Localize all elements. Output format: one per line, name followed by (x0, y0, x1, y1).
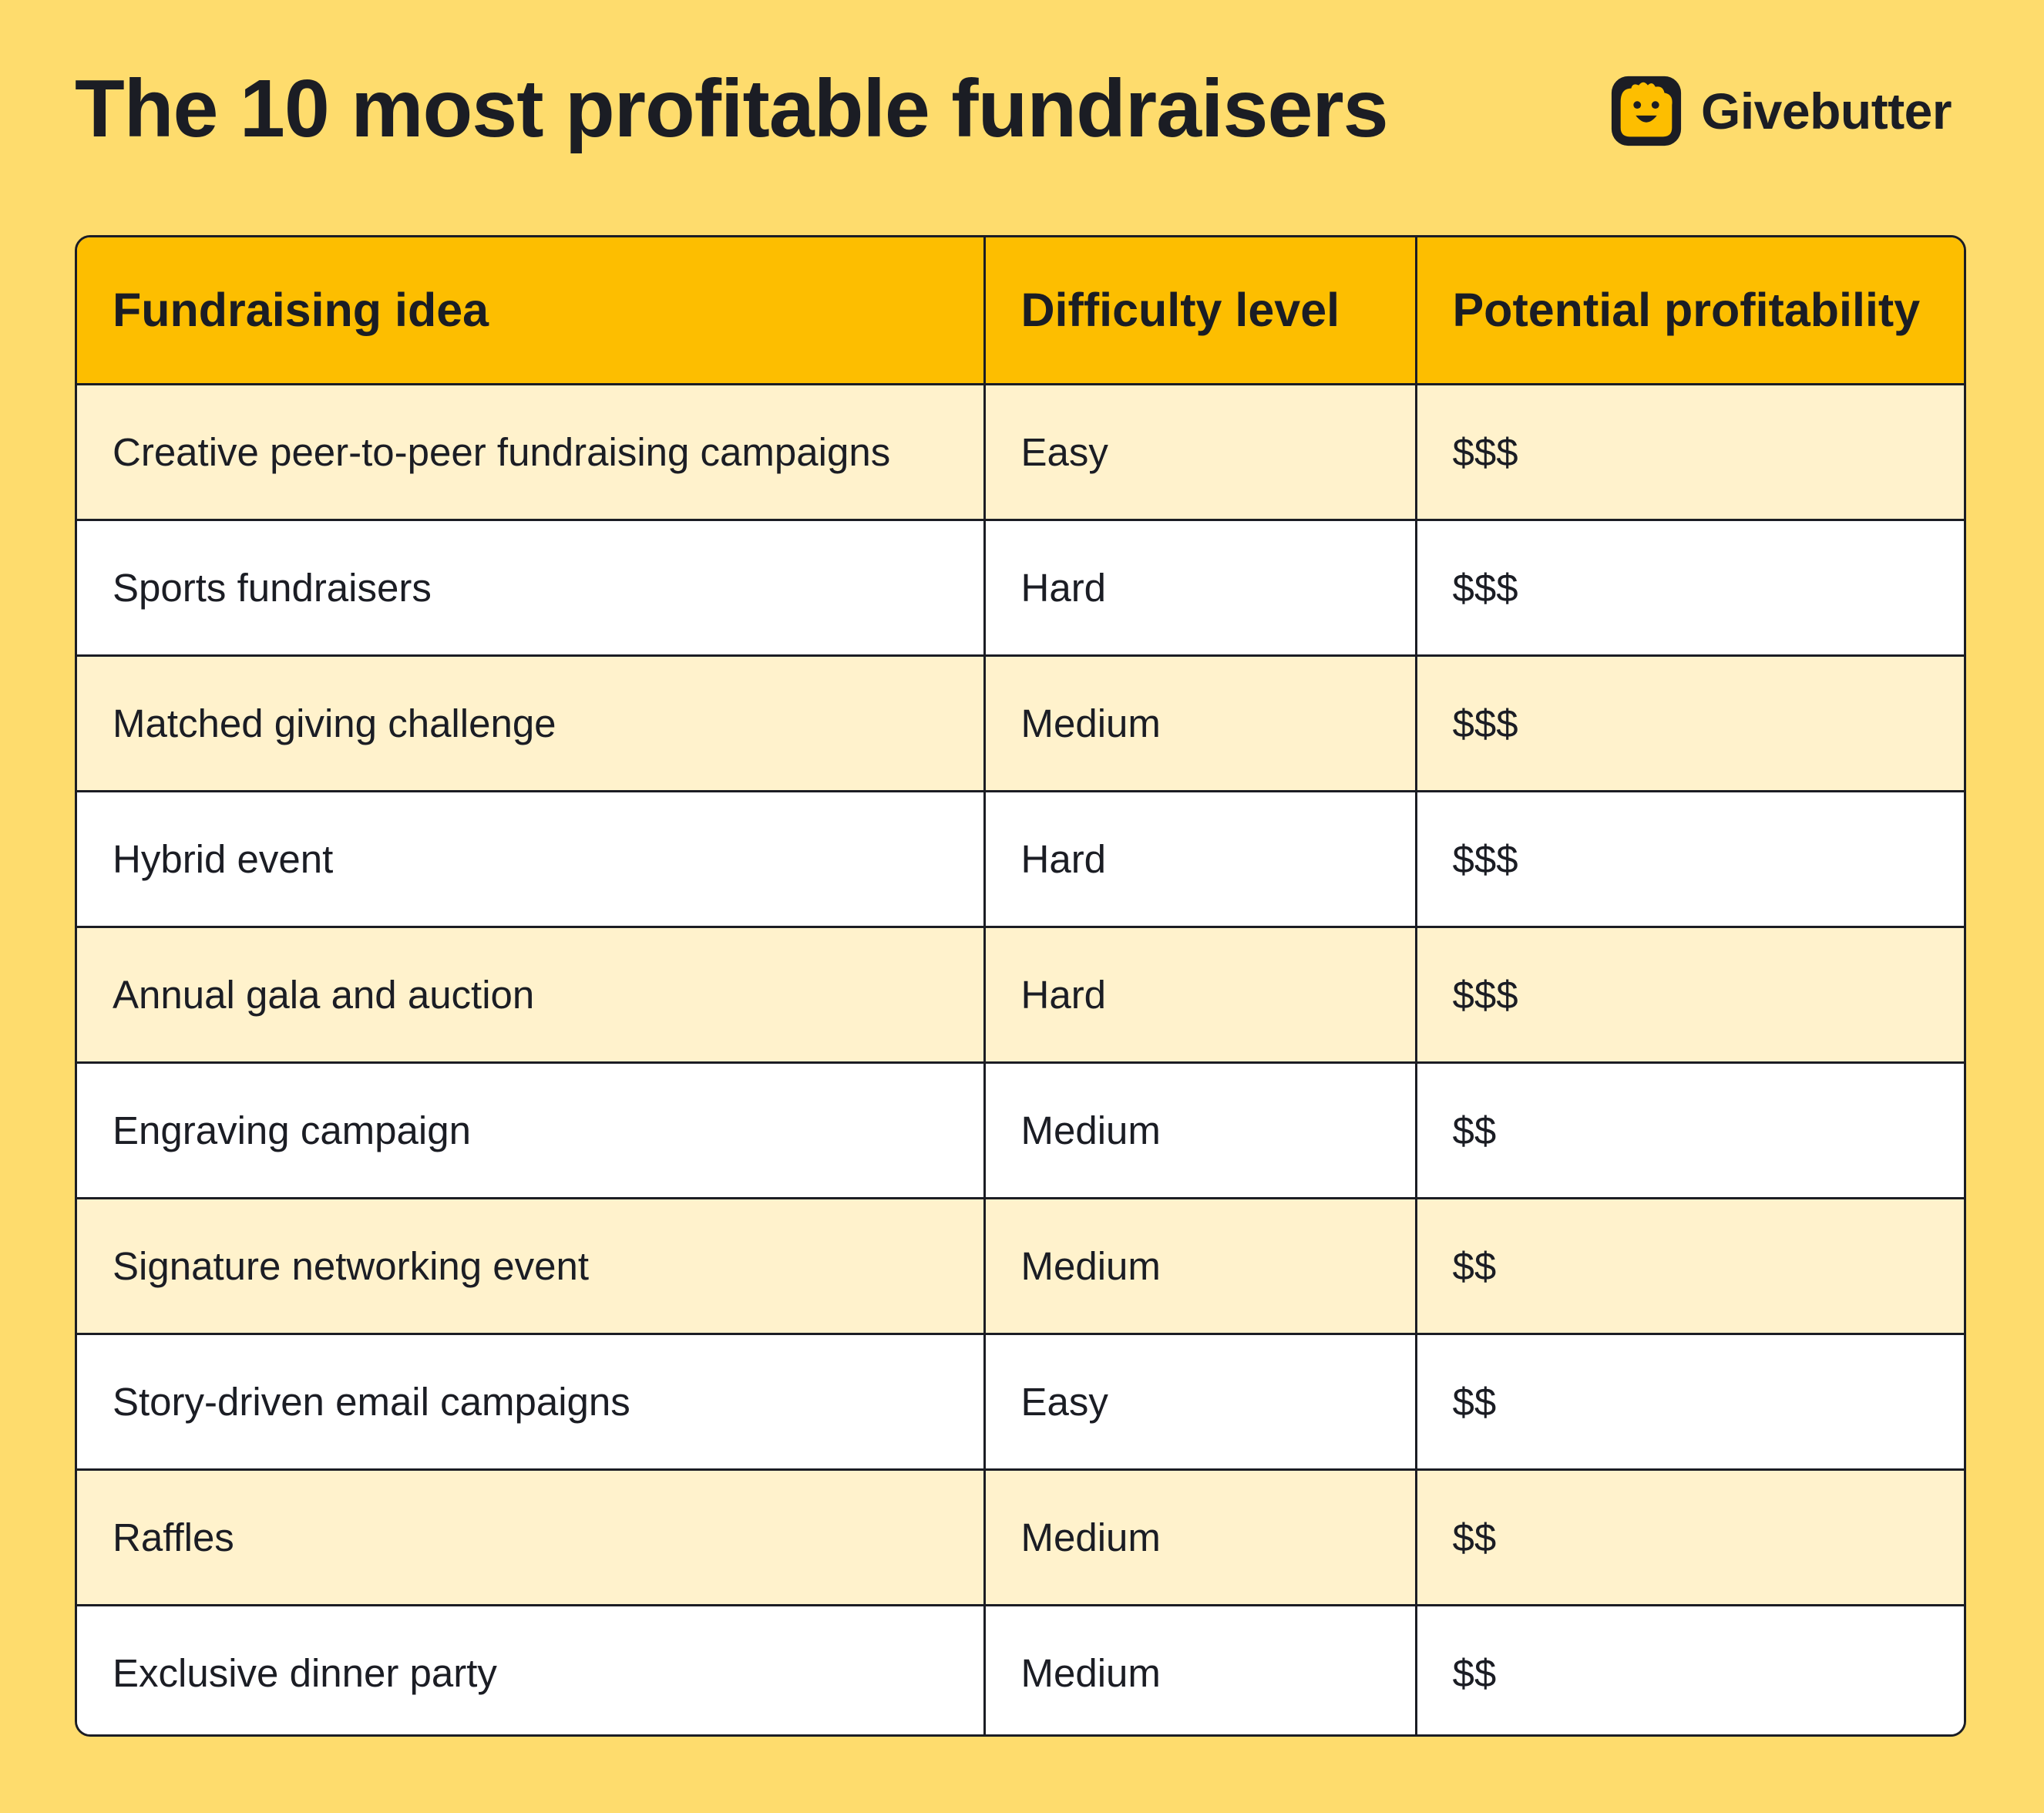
idea-cell: Engraving campaign (77, 1061, 984, 1198)
difficulty-cell: Medium (983, 1196, 1416, 1334)
brand-name: Givebutter (1701, 82, 1952, 140)
table-row: Signature networking event Medium $$ (77, 1196, 1964, 1334)
table-row: Raffles Medium $$ (77, 1468, 1964, 1605)
difficulty-cell: Easy (983, 1332, 1416, 1469)
table-row: Creative peer-to-peer fundraising campai… (77, 382, 1964, 520)
difficulty-cell: Medium (983, 1061, 1416, 1198)
table-header-row: Fundraising idea Difficulty level Potent… (77, 237, 1964, 384)
profitability-cell: $$$ (1414, 925, 1964, 1062)
idea-cell: Hybrid event (77, 789, 984, 927)
profitability-cell: $$ (1414, 1061, 1964, 1198)
table-row: Annual gala and auction Hard $$$ (77, 925, 1964, 1062)
idea-cell: Story-driven email campaigns (77, 1332, 984, 1469)
idea-cell: Sports fundraisers (77, 518, 984, 655)
difficulty-cell: Medium (983, 654, 1416, 791)
brand-logo: Givebutter (1609, 73, 1952, 149)
profitability-cell: $$$ (1414, 654, 1964, 791)
idea-cell: Creative peer-to-peer fundraising campai… (77, 382, 984, 520)
header-difficulty-level: Difficulty level (983, 237, 1416, 384)
profitability-cell: $$ (1414, 1332, 1964, 1469)
difficulty-cell: Hard (983, 789, 1416, 927)
difficulty-cell: Medium (983, 1468, 1416, 1605)
header-fundraising-idea: Fundraising idea (113, 284, 489, 337)
table-row: Story-driven email campaigns Easy $$ (77, 1332, 1964, 1469)
table-row: Sports fundraisers Hard $$$ (77, 518, 1964, 655)
fundraisers-table: Fundraising idea Difficulty level Potent… (75, 235, 1966, 1737)
table-row: Exclusive dinner party Medium $$ (77, 1603, 1964, 1734)
difficulty-cell: Hard (983, 925, 1416, 1062)
profitability-cell: $$$ (1414, 518, 1964, 655)
profitability-cell: $$ (1414, 1468, 1964, 1605)
table-row: Engraving campaign Medium $$ (77, 1061, 1964, 1198)
profitability-cell: $$$ (1414, 789, 1964, 927)
header-potential-profitability: Potential profitability (1414, 237, 1964, 384)
table-row: Matched giving challenge Medium $$$ (77, 654, 1964, 791)
profitability-cell: $$ (1414, 1603, 1964, 1734)
table-row: Hybrid event Hard $$$ (77, 789, 1964, 927)
idea-cell: Exclusive dinner party (77, 1603, 984, 1734)
idea-cell: Signature networking event (77, 1196, 984, 1334)
profitability-cell: $$ (1414, 1196, 1964, 1334)
givebutter-logo-icon (1611, 76, 1682, 146)
difficulty-cell: Hard (983, 518, 1416, 655)
page-title: The 10 most profitable fundraisers (75, 63, 1389, 154)
idea-cell: Annual gala and auction (77, 925, 984, 1062)
difficulty-cell: Medium (983, 1603, 1416, 1734)
difficulty-cell: Easy (983, 382, 1416, 520)
idea-cell: Matched giving challenge (77, 654, 984, 791)
profitability-cell: $$$ (1414, 382, 1964, 520)
idea-cell: Raffles (77, 1468, 984, 1605)
